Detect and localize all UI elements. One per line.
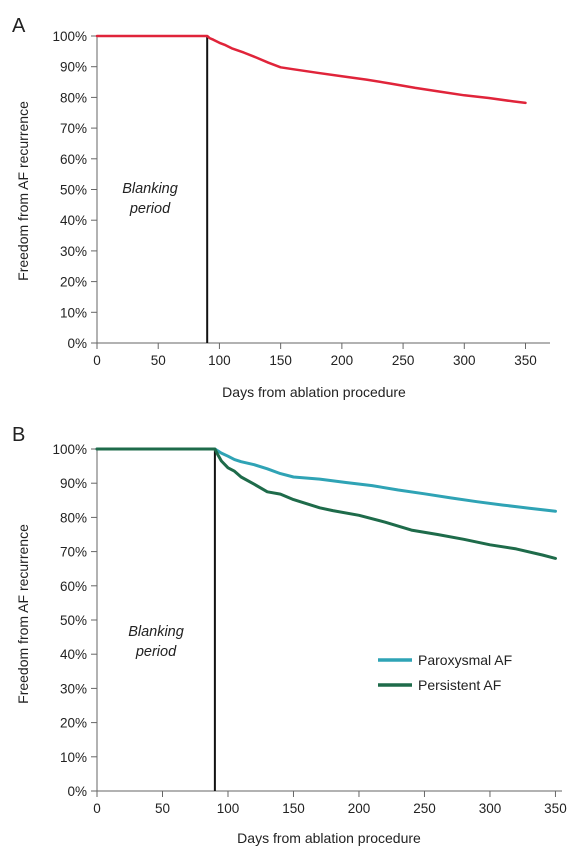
panel-b-y-ticks: 0% 10% 20% 30% 40% 50% 60% 70% 80% 90% 100%: [52, 442, 97, 799]
legend-label-paroxysmal: Paroxysmal AF: [418, 652, 512, 668]
panel-b-blanking-label-line2: period: [135, 644, 177, 660]
y-tick-label: 30%: [60, 244, 87, 259]
y-tick-label: 40%: [60, 647, 87, 662]
y-tick-label: 30%: [60, 681, 87, 696]
x-tick-label: 50: [155, 801, 170, 816]
panel-a-blanking-label-line2: period: [129, 201, 171, 217]
y-tick-label: 60%: [60, 579, 87, 594]
x-tick-label: 50: [151, 353, 166, 368]
panel-b-x-ticks: 0 50 100 150 200 250 300 350: [93, 791, 567, 816]
panel-a-x-ticks: 0 50 100 150 200 250 300 350: [93, 343, 537, 368]
y-tick-label: 50%: [60, 183, 87, 198]
series-line-0: [95, 447, 557, 513]
panel-b-letter: B: [12, 424, 25, 446]
x-tick-label: 250: [392, 353, 415, 368]
x-tick-label: 250: [413, 801, 436, 816]
x-tick-label: 150: [282, 801, 305, 816]
y-tick-label: 40%: [60, 213, 87, 228]
panel-b-blanking-label-line1: Blanking: [128, 624, 184, 640]
y-tick-label: 0%: [67, 784, 87, 799]
x-tick-label: 300: [453, 353, 476, 368]
y-tick-label: 20%: [60, 716, 87, 731]
y-tick-label: 0%: [67, 336, 87, 351]
x-tick-label: 100: [217, 801, 240, 816]
x-tick-label: 350: [514, 353, 537, 368]
y-tick-label: 20%: [60, 275, 87, 290]
x-tick-label: 300: [479, 801, 502, 816]
legend-label-persistent: Persistent AF: [418, 677, 501, 693]
panel-a: A Freedom from AF recurrence Days from a…: [12, 15, 550, 400]
series-line-1: [95, 447, 557, 560]
panel-b-series-group: [95, 447, 557, 560]
y-tick-label: 100%: [52, 29, 87, 44]
panel-a-letter: A: [12, 15, 26, 37]
y-tick-label: 60%: [60, 152, 87, 167]
y-tick-label: 50%: [60, 613, 87, 628]
y-tick-label: 70%: [60, 545, 87, 560]
y-tick-label: 90%: [60, 60, 87, 75]
x-tick-label: 200: [331, 353, 354, 368]
panel-a-y-ticks: 0% 10% 20% 30% 40% 50% 60% 70% 80% 90% 100%: [52, 29, 97, 351]
panel-a-blanking-label-line1: Blanking: [122, 181, 178, 197]
y-tick-label: 80%: [60, 510, 87, 525]
panel-b-legend: Paroxysmal AF Persistent AF: [378, 652, 512, 693]
x-tick-label: 350: [544, 801, 567, 816]
panel-b-y-axis-title: Freedom from AF recurrence: [15, 524, 31, 704]
y-tick-label: 10%: [60, 305, 87, 320]
y-tick-label: 90%: [60, 476, 87, 491]
x-tick-label: 100: [208, 353, 231, 368]
panel-b: B Freedom from AF recurrence Days from a…: [12, 424, 567, 846]
x-tick-label: 150: [269, 353, 292, 368]
panel-a-y-axis-title: Freedom from AF recurrence: [15, 101, 31, 281]
y-tick-label: 10%: [60, 750, 87, 765]
y-tick-label: 100%: [52, 442, 87, 457]
x-tick-label: 200: [348, 801, 371, 816]
y-tick-label: 80%: [60, 90, 87, 105]
panel-a-x-axis-title: Days from ablation procedure: [222, 384, 406, 400]
x-tick-label: 0: [93, 353, 101, 368]
panel-b-x-axis-title: Days from ablation procedure: [237, 830, 421, 846]
x-tick-label: 0: [93, 801, 101, 816]
panel-a-series-group: [95, 34, 527, 105]
series-line-0: [95, 34, 527, 105]
y-tick-label: 70%: [60, 121, 87, 136]
